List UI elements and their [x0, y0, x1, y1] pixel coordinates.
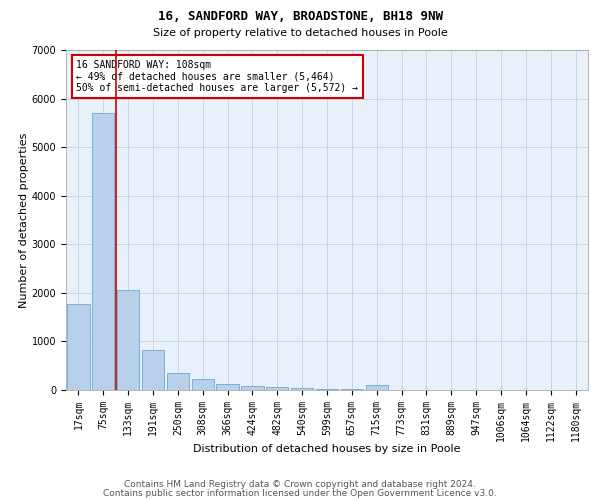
Bar: [291, 388, 313, 390]
Text: 16, SANDFORD WAY, BROADSTONE, BH18 9NW: 16, SANDFORD WAY, BROADSTONE, BH18 9NW: [157, 10, 443, 23]
Text: Contains public sector information licensed under the Open Government Licence v3: Contains public sector information licen…: [103, 488, 497, 498]
Bar: [167, 372, 189, 390]
Bar: [191, 379, 214, 390]
Text: Size of property relative to detached houses in Poole: Size of property relative to detached ho…: [152, 28, 448, 38]
Bar: [117, 290, 139, 390]
Bar: [92, 113, 115, 390]
Y-axis label: Number of detached properties: Number of detached properties: [19, 132, 29, 308]
X-axis label: Distribution of detached houses by size in Poole: Distribution of detached houses by size …: [193, 444, 461, 454]
Bar: [217, 384, 239, 390]
Bar: [142, 350, 164, 390]
Bar: [365, 386, 388, 390]
Bar: [316, 389, 338, 390]
Bar: [266, 388, 289, 390]
Bar: [241, 386, 263, 390]
Text: Contains HM Land Registry data © Crown copyright and database right 2024.: Contains HM Land Registry data © Crown c…: [124, 480, 476, 489]
Bar: [67, 304, 89, 390]
Text: 16 SANDFORD WAY: 108sqm
← 49% of detached houses are smaller (5,464)
50% of semi: 16 SANDFORD WAY: 108sqm ← 49% of detache…: [76, 60, 358, 94]
